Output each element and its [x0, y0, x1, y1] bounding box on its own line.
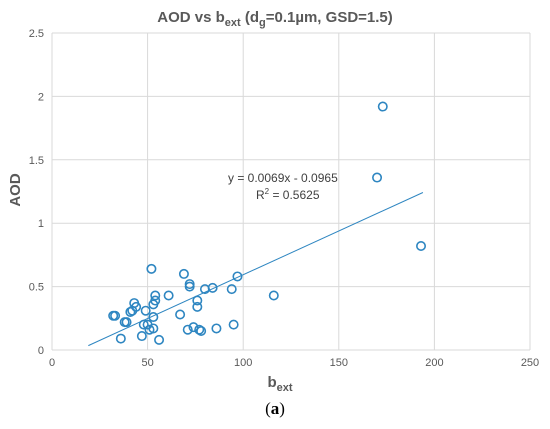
data-point	[154, 334, 165, 345]
r-squared-label: R2 = 0.5625	[256, 187, 320, 202]
y-tick-label: 2.5	[29, 28, 44, 40]
data-point	[146, 263, 157, 274]
y-tick-label: 1.5	[29, 155, 44, 167]
data-point	[184, 281, 195, 292]
y-tick-labels: 0 0.5 1 1.5 2 2.5	[29, 28, 44, 357]
trendline-equation: y = 0.0069x - 0.0965	[228, 171, 338, 185]
data-point	[131, 301, 142, 312]
data-point	[150, 295, 161, 306]
gridlines	[51, 32, 531, 351]
data-point	[115, 333, 126, 344]
data-point	[228, 319, 239, 330]
data-point	[178, 268, 189, 279]
x-tick-label: 100	[234, 357, 252, 369]
y-tick-label: 1	[38, 218, 44, 230]
data-point	[232, 271, 243, 282]
x-tick-label: 250	[521, 357, 539, 369]
data-point	[268, 290, 279, 301]
data-point	[138, 319, 149, 330]
y-tick-label: 2	[38, 91, 44, 103]
data-point	[182, 324, 193, 335]
data-point	[175, 309, 186, 320]
trendline	[88, 192, 424, 347]
data-point	[372, 172, 383, 183]
data-point	[148, 323, 159, 334]
y-tick-label: 0	[38, 345, 44, 357]
data-point	[125, 306, 136, 317]
x-tick-label: 0	[49, 357, 55, 369]
data-point	[416, 241, 427, 252]
data-point	[110, 310, 121, 321]
y-axis-label: AOD	[7, 173, 24, 207]
x-tick-label: 50	[141, 357, 153, 369]
data-point	[211, 323, 222, 334]
data-point	[192, 295, 203, 306]
data-point	[196, 325, 207, 336]
y-tick-label: 0.5	[29, 282, 44, 294]
chart-title: AOD vs bext (dg=0.1µm, GSD=1.5)	[157, 9, 393, 29]
data-point	[226, 284, 237, 295]
data-point	[207, 282, 218, 293]
x-axis-label: bext	[267, 374, 292, 394]
data-point	[163, 290, 174, 301]
data-point	[150, 290, 161, 301]
data-point	[192, 301, 203, 312]
x-tick-label: 200	[425, 357, 443, 369]
data-point	[377, 101, 388, 112]
figure-caption: (a)	[265, 399, 285, 418]
trendline-layer	[88, 192, 424, 347]
data-point	[136, 331, 147, 342]
data-point	[148, 312, 159, 323]
data-point	[140, 305, 151, 316]
x-tick-labels: 0 50 100 150 200 250	[49, 357, 539, 369]
data-point	[121, 317, 132, 328]
x-tick-label: 150	[330, 357, 348, 369]
data-point	[188, 322, 199, 333]
data-point	[194, 324, 205, 335]
data-points	[108, 101, 427, 345]
